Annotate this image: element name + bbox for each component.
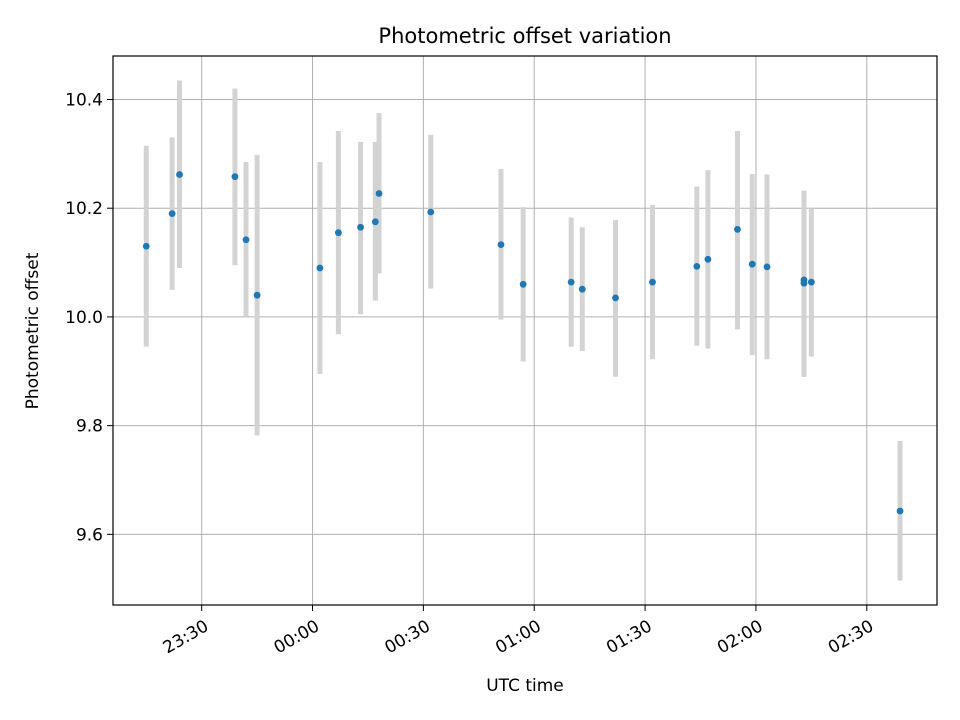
- data-point: [578, 285, 586, 293]
- data-point: [748, 260, 756, 268]
- data-point: [427, 208, 435, 216]
- y-tick-label: 10.0: [65, 308, 103, 328]
- data-point: [567, 278, 575, 286]
- data-point: [375, 190, 383, 197]
- data-point: [519, 280, 527, 288]
- data-point: [649, 278, 656, 286]
- data-point: [253, 291, 261, 299]
- data-point: [371, 218, 379, 226]
- grid: [113, 56, 937, 605]
- y-axis-title: Photometric offset: [23, 252, 43, 409]
- y-tick-label: 9.8: [76, 417, 103, 437]
- plot-frame: [112, 55, 938, 606]
- x-axis-title: UTC time: [486, 676, 564, 696]
- data-point: [704, 255, 712, 263]
- y-tick-label: 10.4: [65, 90, 103, 110]
- data-point: [807, 278, 815, 286]
- data-point: [357, 223, 364, 231]
- data-point: [334, 229, 342, 237]
- data-point: [734, 225, 741, 233]
- data-points: [142, 171, 904, 515]
- data-point: [142, 242, 150, 250]
- y-tick-label: 10.2: [65, 199, 103, 219]
- data-point: [896, 507, 904, 515]
- data-point: [176, 171, 183, 178]
- data-point: [497, 241, 505, 249]
- y-tick-label: 9.6: [76, 525, 103, 545]
- data-point: [763, 263, 771, 271]
- chart-title: Photometric offset variation: [378, 24, 671, 48]
- data-point: [693, 262, 701, 270]
- data-point: [800, 279, 808, 287]
- data-point: [242, 236, 250, 244]
- data-point: [316, 264, 324, 272]
- data-point: [231, 173, 239, 181]
- data-point: [168, 210, 176, 218]
- data-point: [612, 294, 619, 302]
